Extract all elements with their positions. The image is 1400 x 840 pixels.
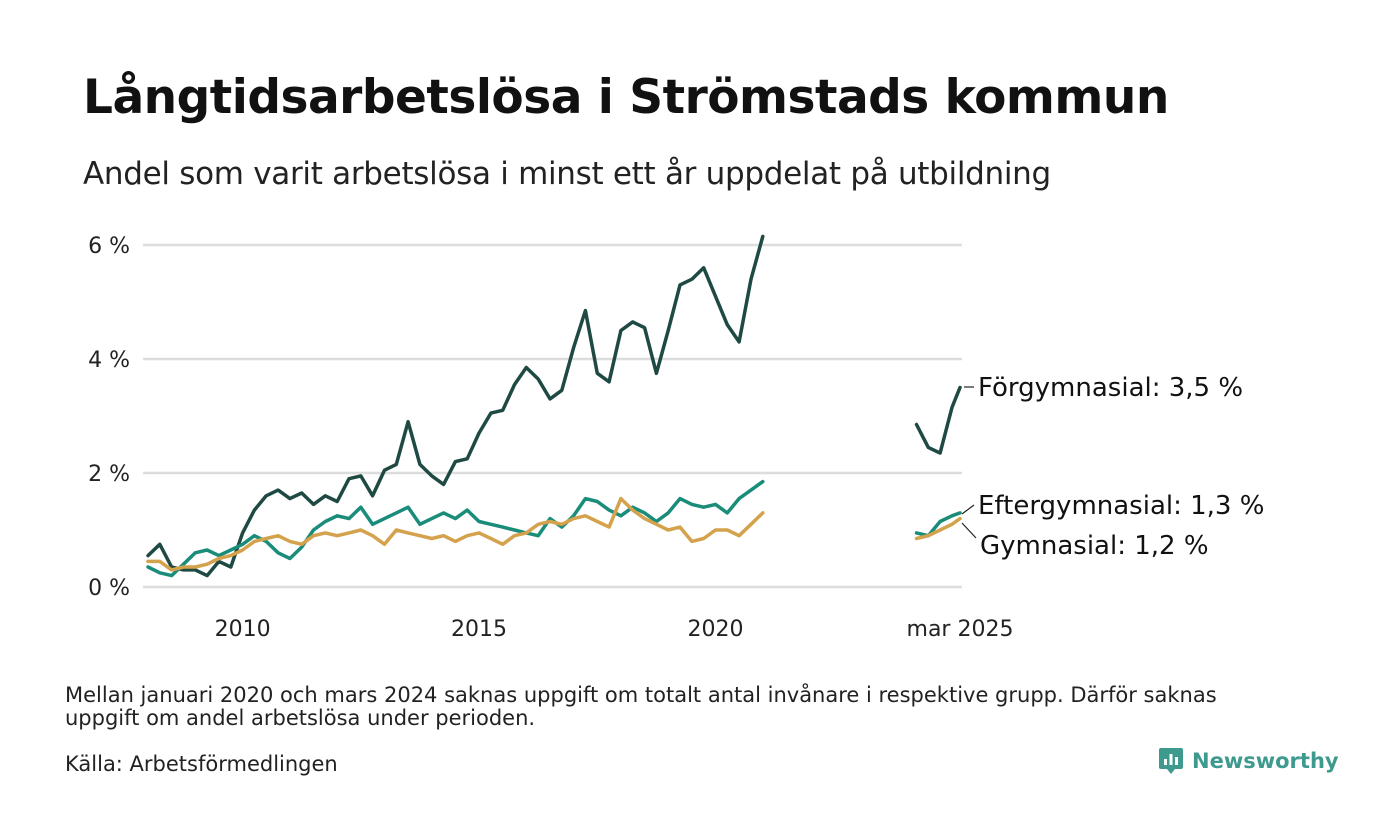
series-end-label: Eftergymnasial: 1,3 %: [978, 491, 1264, 521]
bar-chart-speech-icon: [1159, 748, 1183, 774]
series-line-förgymnasial: [146, 234, 765, 578]
series-line-förgymnasial: [914, 385, 962, 455]
series-end-label: Gymnasial: 1,2 %: [980, 531, 1209, 561]
label-connector: [961, 522, 977, 539]
x-tick-label: 2015: [451, 617, 507, 642]
series-end-labels: Förgymnasial: 3,5 % Eftergymnasial: 1,3 %…: [961, 373, 1264, 561]
label-connector: [961, 504, 975, 515]
series-lines: [146, 234, 962, 578]
gridlines: [143, 243, 962, 589]
y-tick-label: 2 %: [88, 462, 130, 487]
y-tick-label: 4 %: [88, 348, 130, 373]
newsworthy-logo: Newsworthy: [1158, 746, 1339, 776]
y-axis: 0 % 2 % 4 % 6 %: [88, 234, 130, 601]
source-note: Källa: Arbetsförmedlingen: [65, 752, 338, 776]
x-tick-label: mar 2025: [907, 617, 1014, 642]
logo-text: Newsworthy: [1192, 749, 1339, 773]
chart-subtitle: Andel som varit arbetslösa i minst ett å…: [83, 156, 1051, 192]
line-chart: 0 % 2 % 4 % 6 % 2010 2015 2020 mar 2025 Förgym…: [88, 234, 1264, 642]
x-axis: 2010 2015 2020 mar 2025: [215, 617, 1014, 642]
series-end-label: Förgymnasial: 3,5 %: [978, 373, 1243, 403]
chart-title: Långtidsarbetslösa i Strömstads kommun: [83, 70, 1169, 125]
footnote: Mellan januari 2020 och mars 2024 saknas…: [65, 683, 1217, 730]
y-tick-label: 0 %: [88, 576, 130, 601]
x-tick-label: 2010: [215, 617, 271, 642]
x-tick-label: 2020: [688, 617, 744, 642]
y-tick-label: 6 %: [88, 234, 130, 259]
